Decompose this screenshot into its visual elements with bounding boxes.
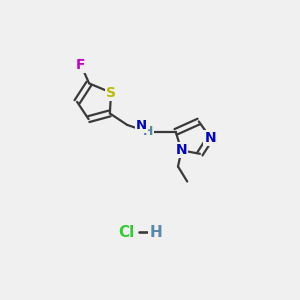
Text: Cl: Cl [118, 225, 134, 240]
Text: H: H [143, 125, 153, 138]
Text: F: F [76, 58, 86, 72]
Text: S: S [106, 85, 116, 100]
Text: N: N [136, 119, 147, 132]
Text: N: N [205, 130, 216, 145]
Text: H: H [150, 225, 162, 240]
Text: N: N [176, 143, 187, 157]
